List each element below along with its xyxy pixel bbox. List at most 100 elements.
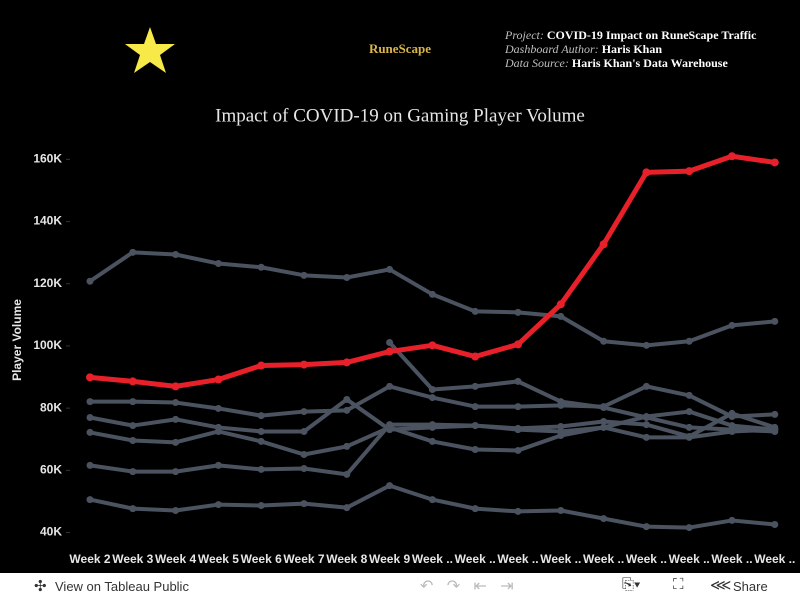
data-point [300, 427, 308, 435]
meta-value: Haris Khan's Data Warehouse [572, 56, 729, 70]
data-point [685, 433, 693, 441]
data-point [257, 412, 265, 420]
data-point [642, 433, 650, 441]
data-point [514, 426, 522, 434]
y-tick-label: 40K [40, 525, 62, 539]
data-point [214, 404, 222, 412]
data-point [171, 382, 180, 391]
data-point [257, 361, 266, 370]
data-point [599, 240, 608, 249]
meta-key: Project: [504, 28, 544, 42]
data-point [428, 394, 436, 402]
data-point [129, 436, 137, 444]
data-point [771, 427, 779, 435]
data-point [86, 428, 94, 436]
data-point [386, 339, 394, 347]
data-point [557, 506, 565, 514]
download-icon[interactable]: ⎘▾ [622, 576, 641, 593]
share-button[interactable]: Share [733, 579, 768, 594]
data-point [770, 158, 779, 167]
data-point [86, 373, 94, 382]
meta-key: Data Source: [504, 56, 569, 70]
data-point [728, 426, 736, 434]
data-point [172, 399, 180, 407]
toolbar: ✣ View on Tableau Public ↶ ↷ ⇤ ⇥ ⎘▾ ⛶ ⋘ … [0, 573, 800, 600]
x-tick-label: Week .. [626, 552, 667, 566]
series-line [88, 250, 775, 348]
chart: RuneScape Project: COVID-19 Impact on Ru… [10, 27, 795, 566]
series-line [89, 483, 775, 530]
meta-line: Project: COVID-19 Impact on RuneScape Tr… [504, 28, 757, 42]
x-tick-label: Week 6 [241, 552, 282, 566]
x-tick-label: Week .. [583, 552, 624, 566]
x-tick-label: Week 9 [369, 552, 410, 566]
data-point [300, 450, 308, 458]
data-point [86, 413, 94, 421]
data-point [428, 290, 436, 298]
meta-value: COVID-19 Impact on RuneScape Traffic [547, 28, 757, 42]
x-tick-label: Week .. [540, 552, 581, 566]
x-tick-label: Week 5 [198, 552, 239, 566]
y-tick-label: 60K [40, 463, 62, 477]
data-point [257, 465, 265, 473]
data-point [514, 377, 522, 385]
data-point [471, 382, 479, 390]
x-tick-label: Week .. [412, 552, 453, 566]
fullscreen-icon[interactable]: ⛶ [673, 576, 684, 593]
data-point [386, 421, 394, 429]
data-point [129, 398, 137, 406]
data-point [642, 523, 650, 531]
data-point [428, 437, 436, 445]
data-point [642, 341, 650, 349]
x-tick-label: Week 7 [283, 552, 324, 566]
data-point [471, 307, 479, 315]
data-point [557, 398, 565, 406]
data-point [128, 377, 137, 386]
data-point [471, 446, 479, 454]
meta-block: Project: COVID-19 Impact on RuneScape Tr… [504, 28, 757, 70]
data-point [343, 406, 351, 414]
data-point [214, 501, 222, 509]
data-point [86, 398, 94, 406]
data-point [257, 502, 265, 509]
x-tick-label: Week .. [455, 552, 496, 566]
data-point [300, 271, 308, 279]
data-point [600, 423, 608, 431]
data-point [471, 505, 479, 513]
data-point [471, 352, 480, 361]
data-point [129, 248, 137, 256]
data-point [385, 347, 394, 356]
series-line [89, 153, 776, 389]
data-point [257, 427, 265, 435]
data-point [728, 516, 736, 524]
chart-title: Impact of COVID-19 on Gaming Player Volu… [215, 105, 585, 126]
data-point [343, 274, 351, 282]
data-point [556, 300, 565, 309]
data-point [514, 507, 522, 515]
data-point [214, 260, 222, 268]
meta-line: Data Source: Haris Khan's Data Warehouse [504, 56, 728, 70]
data-point [514, 340, 522, 349]
data-point [557, 423, 565, 430]
toolbar-icons: ↶ ↷ ⇤ ⇥ [420, 578, 514, 595]
meta-key: Dashboard Author: [504, 42, 599, 56]
data-point [642, 168, 651, 177]
data-point [600, 418, 608, 426]
data-point [728, 321, 736, 329]
data-point [343, 470, 351, 478]
data-point [514, 446, 522, 454]
y-tick-label: 80K [40, 400, 62, 414]
data-point [557, 312, 565, 320]
data-point [86, 461, 94, 469]
meta-line: Dashboard Author: Haris Khan [504, 42, 662, 56]
x-tick-label: Week .. [669, 552, 710, 566]
data-point [257, 437, 265, 445]
data-point [685, 524, 693, 532]
data-point [129, 505, 137, 513]
x-tick-label: Week 8 [326, 552, 367, 566]
data-point [86, 277, 94, 285]
view-on-tableau[interactable]: View on Tableau Public [55, 579, 189, 594]
data-point [685, 408, 693, 416]
data-point [428, 341, 437, 350]
